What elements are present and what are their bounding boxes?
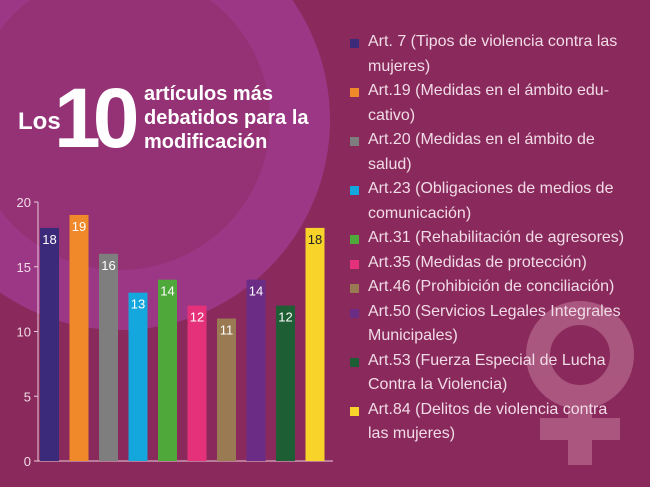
legend-label: Art.31 (Rehabilitación de agresores)	[368, 229, 625, 246]
legend-swatch	[350, 308, 359, 318]
legend-swatch	[350, 88, 359, 97]
y-tick-label: 0	[24, 454, 31, 469]
legend-label: Contra la Violencia)	[368, 376, 508, 393]
bar	[128, 292, 148, 461]
bar-value-label: 14	[249, 284, 263, 299]
legend-label: mujeres)	[368, 57, 431, 75]
bar	[99, 253, 118, 461]
chart-legend: Art. 7 (Tipos de violencia contra las muj…	[350, 30, 645, 447]
legend-swatch	[350, 406, 359, 416]
bar-chart: 0 5 10 15 20 18 19 16 13 14 12 11 14 12 18	[17, 195, 333, 469]
legend-item: Art.19 (Medidas en el ámbito edu-cativo)	[350, 79, 645, 128]
bar	[305, 227, 325, 461]
legend-item: Art.50 (Servicios Legales Integrales Muni…	[350, 300, 645, 349]
legend-label: Art. 7 (Tipos de violencia contra las	[368, 33, 618, 50]
legend-item: Art.20 (Medidas en el ámbito de salud)	[350, 128, 645, 177]
bar	[69, 214, 89, 461]
legend-label: Art.35 (Medidas de protección)	[368, 253, 587, 271]
decorative-circle-inner	[0, 0, 270, 270]
legend-label: Municipales)	[368, 327, 458, 344]
legend-label: las mujeres)	[368, 425, 456, 442]
legend-label: Art.84 (Delitos de violencia contra	[368, 400, 608, 418]
legend-swatch	[350, 39, 359, 48]
bar	[276, 305, 295, 461]
bar	[40, 227, 59, 461]
legend-label: comunicación)	[368, 204, 472, 222]
bar-value-label: 14	[160, 284, 174, 299]
bar	[246, 279, 266, 461]
y-tick-label: 5	[24, 389, 31, 404]
legend-label: Art.20 (Medidas en el ámbito de	[368, 131, 595, 148]
legend-swatch	[350, 357, 359, 367]
legend-item: Art.35 (Medidas de protección)	[350, 251, 645, 276]
bar	[158, 279, 177, 461]
legend-label: Art.50 (Servicios Legales Integrales	[368, 302, 621, 320]
bar	[187, 305, 207, 461]
bar-value-label: 13	[131, 297, 145, 312]
chart-title: Los 10 artículos más debatidos para la m…	[18, 76, 338, 170]
legend-swatch	[350, 186, 359, 195]
bar-value-label: 16	[101, 258, 115, 273]
female-symbol-icon	[526, 301, 634, 465]
y-tick-label: 10	[17, 325, 31, 340]
legend-swatch	[350, 284, 359, 293]
legend-label: Art.53 (Fuerza Especial de Lucha	[368, 351, 606, 369]
legend-swatch	[350, 137, 359, 146]
legend-item: Art.53 (Fuerza Especial de Lucha Contra l…	[350, 349, 645, 398]
bar-value-label: 11	[220, 323, 234, 338]
legend-label: cativo)	[368, 106, 416, 124]
y-tick-label: 15	[17, 260, 31, 275]
legend-item: Art.84 (Delitos de violencia contra las m…	[350, 398, 645, 447]
legend-swatch	[350, 235, 359, 244]
legend-item: Art.23 (Obligaciones de medios de comunic…	[350, 177, 645, 226]
bar-value-label: 19	[72, 219, 86, 234]
bar	[217, 318, 236, 461]
bar-value-label: 18	[308, 232, 322, 247]
title-number: 10	[54, 71, 139, 165]
legend-label: Art.23 (Obligaciones de medios de	[368, 180, 614, 197]
bar-value-label: 12	[190, 310, 204, 325]
title-text: artículos más debatidos para la modifica…	[144, 83, 309, 153]
legend-swatch	[350, 259, 359, 269]
legend-label: Art.46 (Prohibición de conciliación)	[368, 278, 615, 295]
legend-label: salud)	[368, 155, 412, 173]
title-prefix: Los	[18, 108, 61, 135]
legend-label: Art.19 (Medidas en el ámbito edu-	[368, 82, 610, 99]
legend-item: Art. 7 (Tipos de violencia contra las muj…	[350, 30, 645, 79]
legend-item: Art.46 (Prohibición de conciliación)	[350, 275, 645, 300]
bar-value-label: 12	[278, 310, 292, 325]
y-tick-label: 20	[17, 195, 31, 210]
legend-item: Art.31 (Rehabilitación de agresores)	[350, 226, 645, 251]
bar-value-label: 18	[42, 232, 56, 247]
